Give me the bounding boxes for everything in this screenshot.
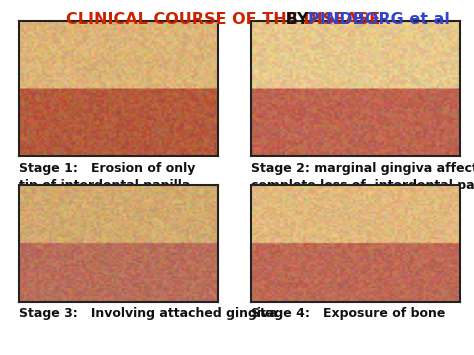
Text: Stage 4:   Exposure of bone: Stage 4: Exposure of bone <box>251 307 446 320</box>
Text: CLINICAL COURSE OF THE DISEASE: CLINICAL COURSE OF THE DISEASE <box>66 12 380 27</box>
Text: Stage 3:   Involving attached gingiva: Stage 3: Involving attached gingiva <box>19 307 278 320</box>
Text: PINDBORG et al: PINDBORG et al <box>308 12 450 27</box>
Text: Stage 1:   Erosion of only
tip of interdental papilla: Stage 1: Erosion of only tip of interden… <box>19 162 195 192</box>
Text: Stage 2: marginal gingiva affected  and
complete loss of  interdental papilla: Stage 2: marginal gingiva affected and c… <box>251 162 474 192</box>
Text: BY: BY <box>280 12 314 27</box>
